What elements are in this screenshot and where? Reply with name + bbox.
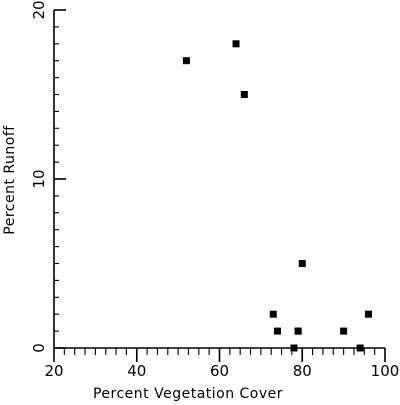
x-tick-label: 60 — [210, 362, 229, 380]
data-point — [364, 310, 372, 318]
data-point — [273, 327, 281, 335]
data-point — [232, 40, 240, 48]
data-point — [269, 310, 277, 318]
x-tick-label: 20 — [44, 362, 63, 380]
x-tick-label: 80 — [293, 362, 312, 380]
y-axis-label: Percent Runoff — [2, 125, 18, 235]
data-points — [182, 40, 372, 352]
data-point — [340, 327, 348, 335]
ticks: 20 40 60 80 100 0 10 20 — [30, 0, 399, 380]
data-point — [290, 344, 298, 352]
data-point — [356, 344, 364, 352]
y-tick-label: 10 — [30, 169, 48, 188]
data-point — [298, 260, 306, 267]
x-tick-label: 100 — [371, 362, 400, 380]
y-tick-label: 0 — [30, 343, 48, 353]
labels: Percent Vegetation Cover Percent Runoff — [2, 125, 283, 402]
data-point — [240, 91, 248, 98]
data-point — [182, 57, 190, 65]
y-tick-label: 20 — [30, 0, 48, 19]
axes — [53, 10, 385, 349]
x-axis-label: Percent Vegetation Cover — [93, 386, 283, 402]
x-tick-label: 40 — [127, 362, 146, 380]
data-point — [294, 327, 302, 335]
